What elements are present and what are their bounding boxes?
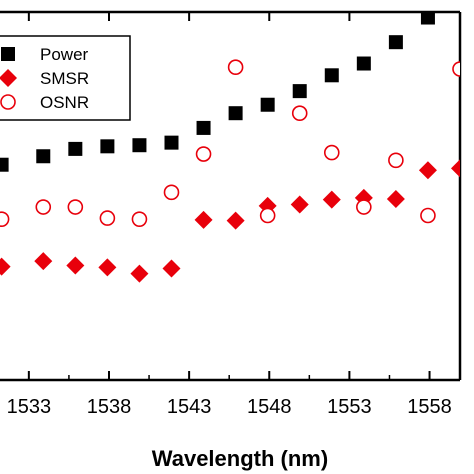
power-point [0, 157, 9, 172]
osnr-point [420, 207, 436, 224]
smsr-point [98, 258, 117, 277]
power-point [356, 56, 371, 71]
osnr-point [131, 211, 148, 227]
osnr-point [227, 59, 244, 75]
legend: Power SMSR OSNR [0, 35, 131, 121]
series-osnr [0, 59, 460, 227]
legend-box [0, 35, 131, 121]
series-smsr [0, 159, 460, 283]
smsr-point [290, 195, 309, 214]
power-point [164, 135, 179, 150]
smsr-point [451, 159, 460, 178]
osnr-point [195, 146, 212, 162]
legend-osnr-marker [0, 94, 16, 110]
smsr-point [194, 210, 213, 229]
legend-power-label: Power [40, 45, 89, 64]
legend-osnr-label: OSNR [40, 93, 89, 112]
osnr-point [323, 144, 340, 161]
x-axis-title: Wavelength (nm) [152, 446, 328, 471]
osnr-point [0, 211, 10, 227]
smsr-point [162, 259, 181, 278]
x-tick-label: 1533 [7, 396, 52, 418]
x-tick-label: 1558 [407, 396, 452, 418]
osnr-point [291, 105, 308, 121]
osnr-point [356, 199, 372, 215]
data-markers [0, 0, 467, 283]
osnr-point [67, 199, 84, 215]
power-point [36, 149, 51, 164]
smsr-point [34, 252, 53, 271]
power-point [68, 141, 83, 156]
power-point [260, 97, 275, 112]
smsr-point [386, 189, 405, 208]
legend-power-marker [1, 47, 15, 61]
power-point [196, 120, 211, 135]
osnr-point [35, 199, 52, 215]
power-point [100, 139, 115, 154]
power-point [132, 138, 147, 153]
power-point [228, 106, 243, 121]
smsr-point [66, 256, 85, 275]
power-point [292, 84, 307, 99]
legend-smsr-label: SMSR [40, 69, 89, 88]
smsr-point [322, 190, 341, 209]
smsr-point [0, 257, 11, 276]
x-tick-label: 1538 [87, 396, 132, 418]
x-tick-label: 1543 [167, 396, 212, 418]
legend-smsr-marker [0, 69, 17, 87]
osnr-point [388, 152, 404, 169]
power-point [324, 68, 339, 83]
power-point [420, 12, 435, 25]
x-tick-label: 1548 [247, 396, 292, 418]
smsr-point [418, 161, 437, 180]
osnr-point [163, 184, 180, 201]
osnr-point [99, 210, 116, 226]
power-point [388, 35, 403, 50]
smsr-point [130, 264, 149, 283]
x-axis-ticks: 1533 1538 1543 1548 1553 1558 [7, 12, 452, 418]
osnr-point [452, 61, 460, 77]
x-tick-label: 1553 [327, 396, 372, 418]
series-power [0, 0, 467, 172]
power-point [453, 0, 467, 8]
smsr-point [226, 211, 245, 230]
osnr-point [259, 207, 276, 224]
